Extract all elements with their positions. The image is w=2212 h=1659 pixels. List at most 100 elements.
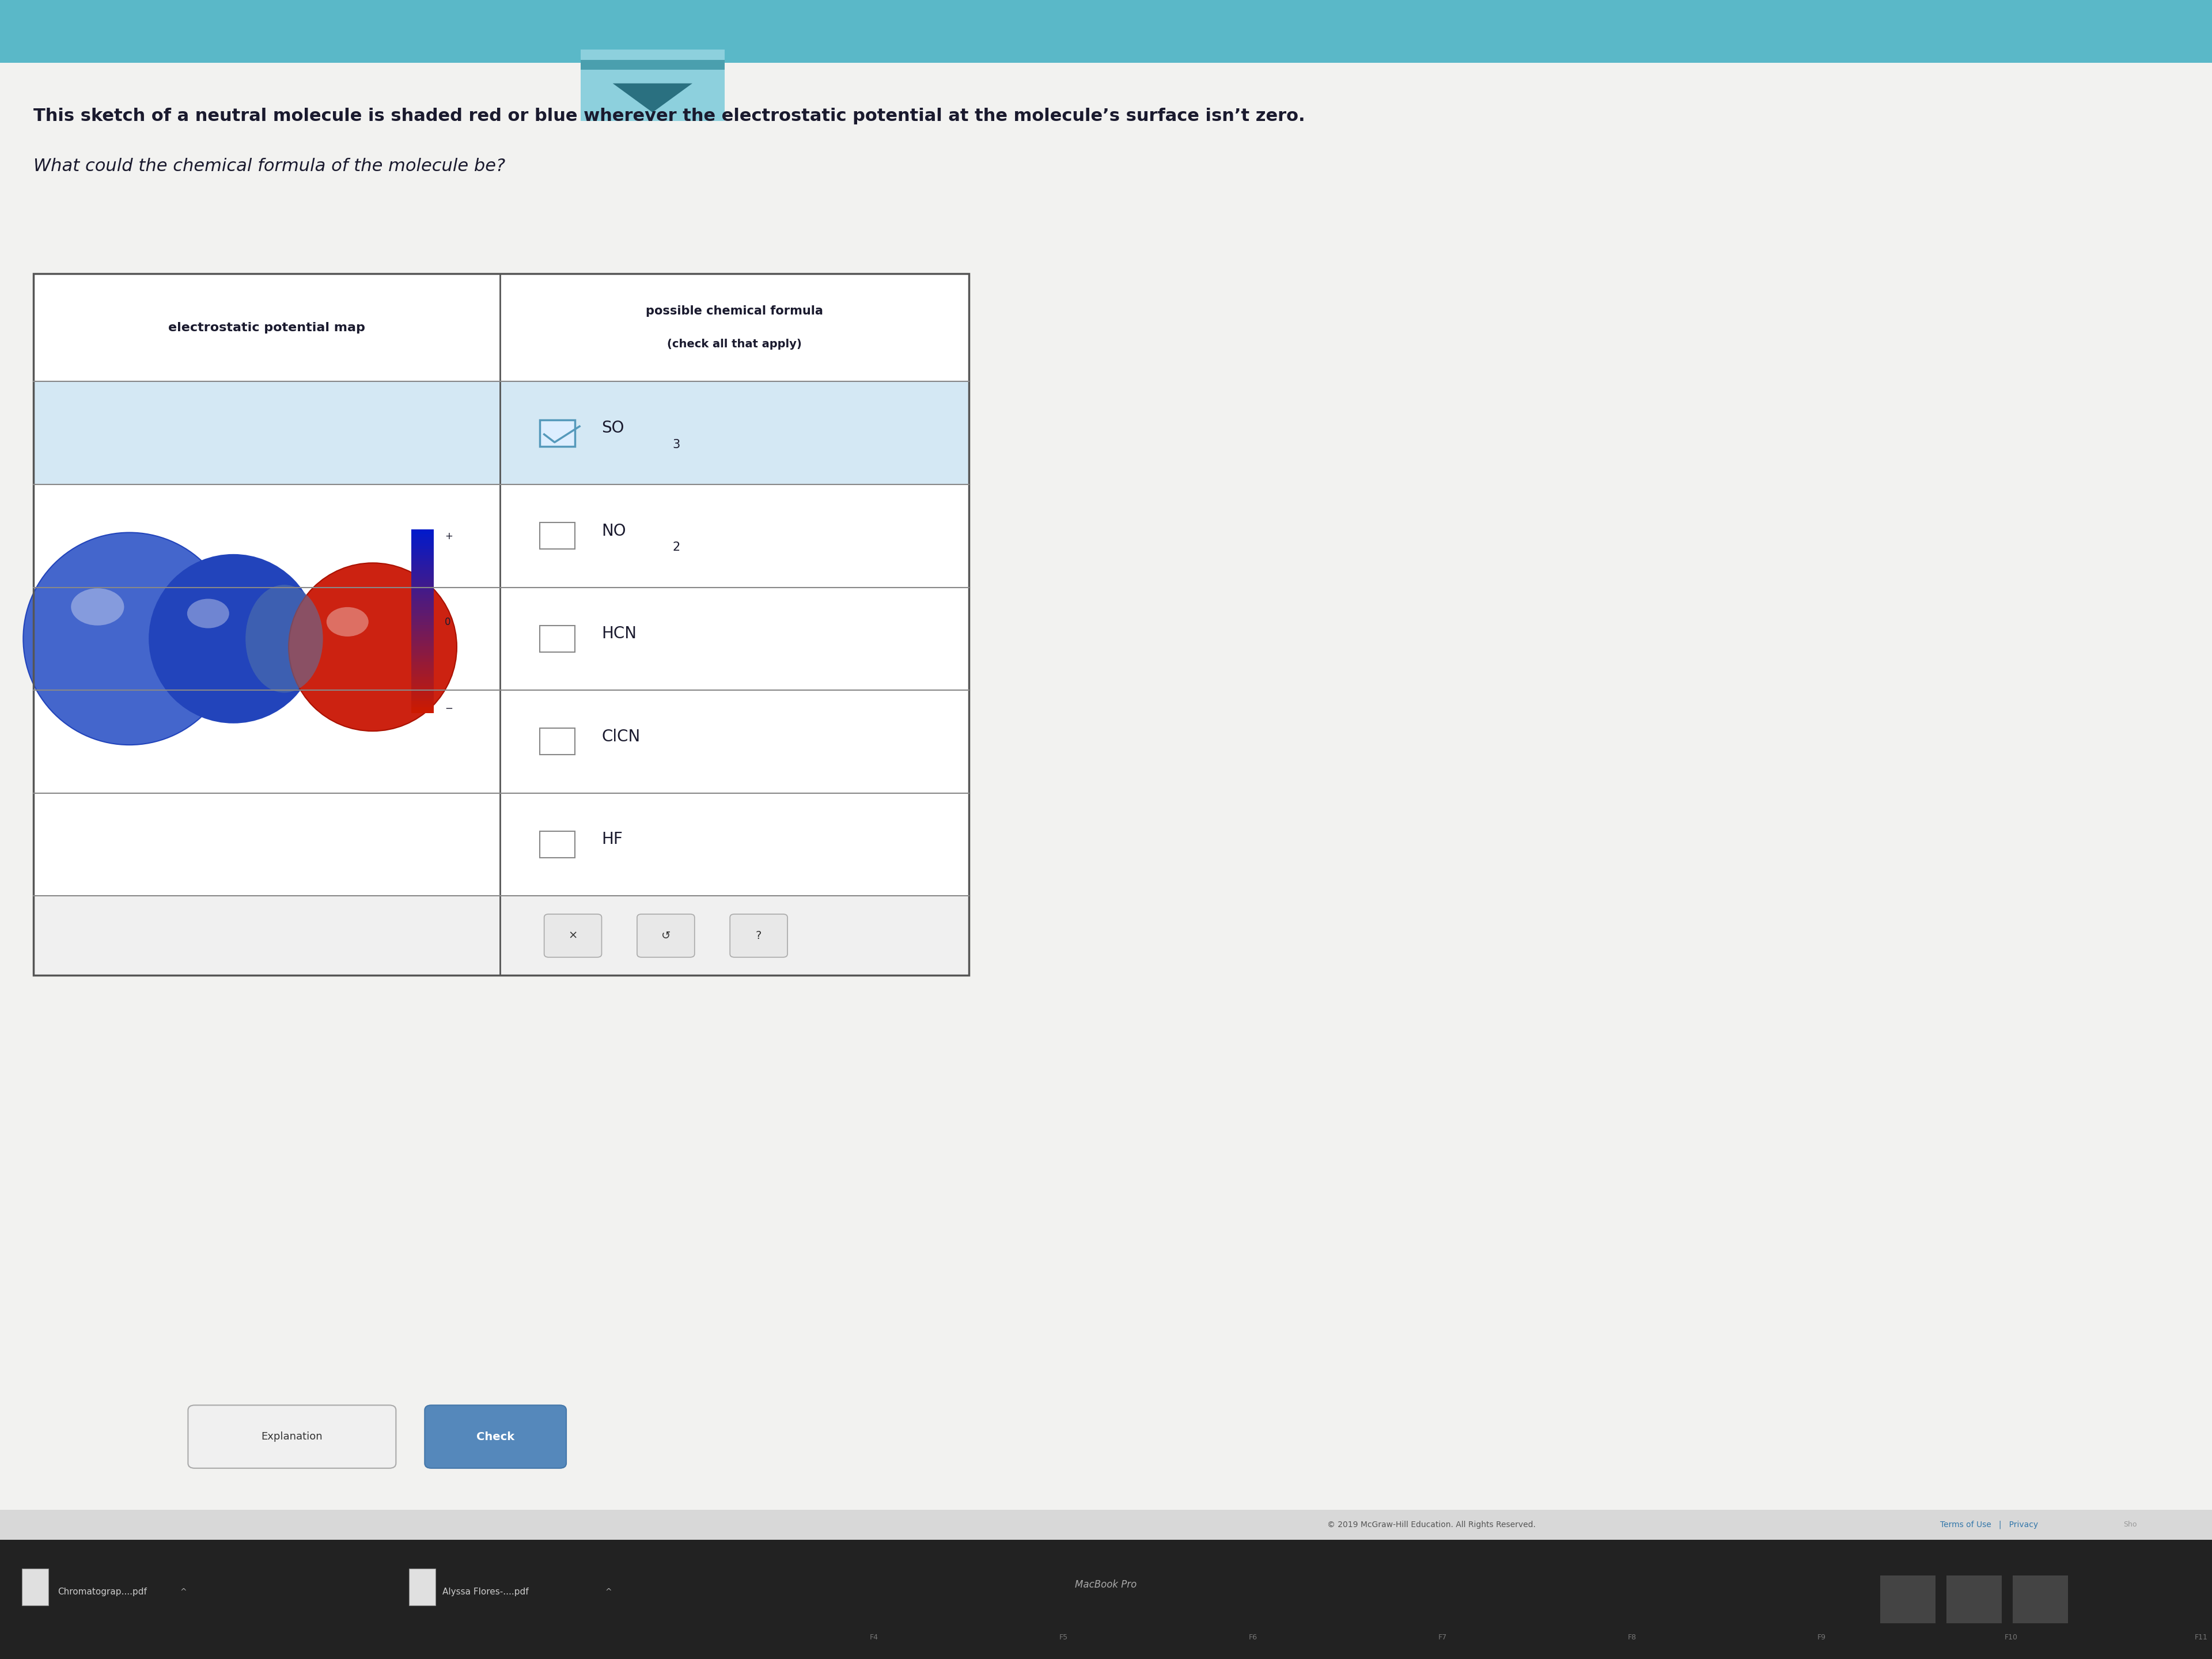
Text: Alyssa Flores-....pdf: Alyssa Flores-....pdf: [442, 1588, 529, 1596]
FancyBboxPatch shape: [411, 703, 434, 707]
FancyBboxPatch shape: [540, 728, 575, 755]
FancyBboxPatch shape: [540, 523, 575, 549]
Polygon shape: [613, 83, 692, 113]
FancyBboxPatch shape: [580, 50, 723, 121]
FancyBboxPatch shape: [540, 420, 575, 446]
FancyBboxPatch shape: [425, 1405, 566, 1468]
FancyBboxPatch shape: [411, 642, 434, 647]
FancyBboxPatch shape: [411, 657, 434, 662]
FancyBboxPatch shape: [411, 547, 434, 552]
FancyBboxPatch shape: [411, 529, 434, 534]
FancyBboxPatch shape: [411, 581, 434, 586]
Text: © 2019 McGraw-Hill Education. All Rights Reserved.: © 2019 McGraw-Hill Education. All Rights…: [1327, 1521, 1535, 1528]
Ellipse shape: [290, 562, 458, 732]
FancyBboxPatch shape: [544, 914, 602, 957]
FancyBboxPatch shape: [411, 602, 434, 607]
FancyBboxPatch shape: [411, 562, 434, 567]
FancyBboxPatch shape: [33, 896, 969, 975]
FancyBboxPatch shape: [411, 569, 434, 574]
FancyBboxPatch shape: [411, 685, 434, 688]
Text: MacBook Pro: MacBook Pro: [1075, 1579, 1137, 1589]
Text: F11: F11: [2194, 1634, 2208, 1641]
FancyBboxPatch shape: [411, 620, 434, 625]
Text: ?: ?: [757, 931, 761, 941]
FancyBboxPatch shape: [411, 660, 434, 665]
FancyBboxPatch shape: [22, 1569, 49, 1606]
FancyBboxPatch shape: [540, 625, 575, 652]
FancyBboxPatch shape: [411, 606, 434, 611]
FancyBboxPatch shape: [411, 587, 434, 592]
Text: +: +: [445, 531, 453, 541]
FancyBboxPatch shape: [411, 557, 434, 561]
Text: Chromatograp....pdf: Chromatograp....pdf: [58, 1588, 146, 1596]
FancyBboxPatch shape: [411, 596, 434, 601]
FancyBboxPatch shape: [0, 1540, 2212, 1659]
FancyBboxPatch shape: [411, 679, 434, 684]
FancyBboxPatch shape: [0, 1510, 2212, 1540]
FancyBboxPatch shape: [411, 664, 434, 669]
FancyBboxPatch shape: [411, 705, 434, 710]
FancyBboxPatch shape: [2013, 1576, 2068, 1623]
FancyBboxPatch shape: [411, 693, 434, 698]
FancyBboxPatch shape: [411, 687, 434, 692]
FancyBboxPatch shape: [33, 587, 969, 690]
FancyBboxPatch shape: [411, 682, 434, 687]
Text: This sketch of a neutral molecule is shaded red or blue wherever the electrostat: This sketch of a neutral molecule is sha…: [33, 108, 1305, 124]
Text: F8: F8: [1628, 1634, 1637, 1641]
FancyBboxPatch shape: [411, 708, 434, 713]
Text: ClCN: ClCN: [602, 728, 641, 745]
Text: ↺: ↺: [661, 931, 670, 941]
Text: HF: HF: [602, 831, 624, 848]
FancyBboxPatch shape: [411, 599, 434, 604]
FancyBboxPatch shape: [411, 645, 434, 650]
Text: Check: Check: [476, 1432, 515, 1442]
Ellipse shape: [24, 533, 237, 745]
Text: F4: F4: [869, 1634, 878, 1641]
FancyBboxPatch shape: [411, 536, 434, 541]
FancyBboxPatch shape: [540, 831, 575, 858]
Ellipse shape: [327, 607, 369, 637]
Text: ×: ×: [568, 931, 577, 941]
FancyBboxPatch shape: [637, 914, 695, 957]
Text: electrostatic potential map: electrostatic potential map: [168, 322, 365, 333]
FancyBboxPatch shape: [730, 914, 787, 957]
Text: NO: NO: [602, 523, 626, 539]
FancyBboxPatch shape: [33, 793, 969, 896]
Ellipse shape: [188, 599, 230, 629]
Text: 2: 2: [672, 542, 679, 552]
FancyBboxPatch shape: [411, 554, 434, 559]
FancyBboxPatch shape: [409, 1569, 436, 1606]
FancyBboxPatch shape: [411, 533, 434, 538]
FancyBboxPatch shape: [411, 612, 434, 615]
Text: −: −: [445, 703, 453, 713]
FancyBboxPatch shape: [0, 63, 2212, 1540]
Text: Terms of Use   |   Privacy: Terms of Use | Privacy: [1940, 1520, 2037, 1530]
FancyBboxPatch shape: [411, 654, 434, 659]
FancyBboxPatch shape: [411, 697, 434, 702]
FancyBboxPatch shape: [411, 577, 434, 582]
Ellipse shape: [246, 586, 323, 693]
FancyBboxPatch shape: [411, 649, 434, 652]
FancyBboxPatch shape: [411, 639, 434, 644]
FancyBboxPatch shape: [1880, 1576, 1936, 1623]
Text: 0: 0: [445, 617, 451, 627]
FancyBboxPatch shape: [0, 0, 2212, 63]
Ellipse shape: [71, 589, 124, 625]
FancyBboxPatch shape: [411, 594, 434, 597]
Text: Sho: Sho: [2124, 1521, 2137, 1528]
Ellipse shape: [150, 554, 319, 723]
FancyBboxPatch shape: [411, 635, 434, 640]
FancyBboxPatch shape: [411, 675, 434, 680]
Text: possible chemical formula: possible chemical formula: [646, 305, 823, 317]
FancyBboxPatch shape: [411, 630, 434, 634]
FancyBboxPatch shape: [411, 566, 434, 571]
FancyBboxPatch shape: [411, 544, 434, 549]
FancyBboxPatch shape: [411, 650, 434, 655]
FancyBboxPatch shape: [580, 60, 723, 70]
Text: SO: SO: [602, 420, 624, 436]
FancyBboxPatch shape: [411, 627, 434, 632]
Text: F9: F9: [1818, 1634, 1827, 1641]
FancyBboxPatch shape: [188, 1405, 396, 1468]
FancyBboxPatch shape: [411, 559, 434, 564]
FancyBboxPatch shape: [411, 584, 434, 589]
